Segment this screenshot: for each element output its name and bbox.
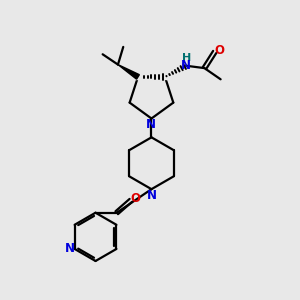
Text: H: H	[182, 53, 191, 63]
Text: O: O	[215, 44, 225, 57]
Text: N: N	[146, 118, 156, 131]
Text: N: N	[64, 242, 75, 255]
Text: N: N	[181, 59, 191, 72]
Text: O: O	[131, 192, 141, 206]
Polygon shape	[118, 64, 140, 79]
Text: N: N	[146, 188, 157, 202]
